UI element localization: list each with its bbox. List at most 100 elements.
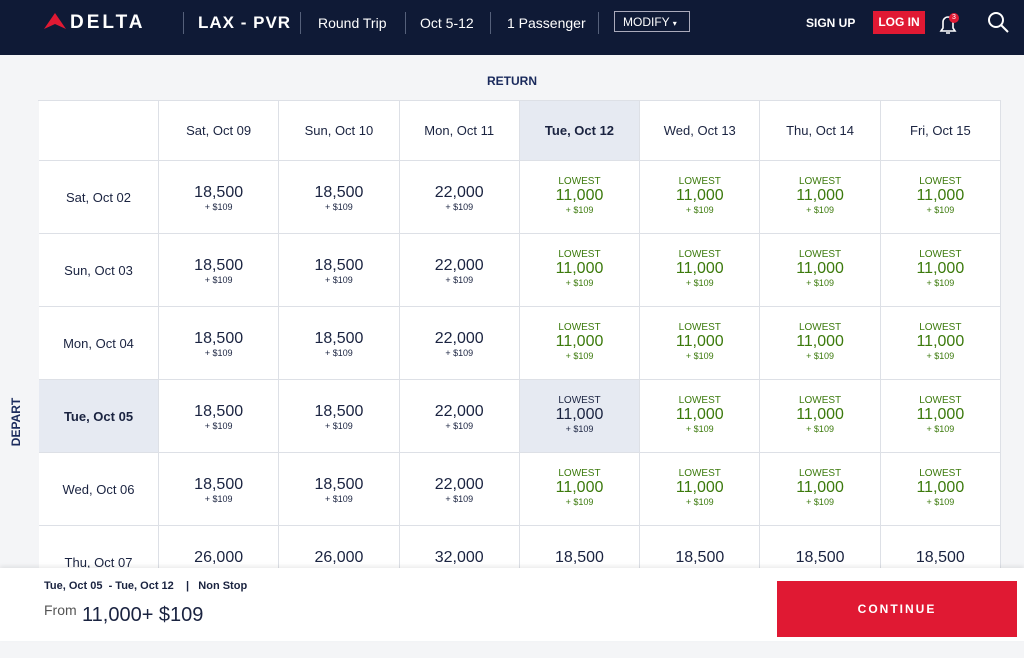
fare-cell[interactable]: LOWEST 11,000 + $109 [880, 161, 1001, 234]
lowest-tag: LOWEST [798, 322, 842, 333]
footer: Tue, Oct 05 - Tue, Oct 12 | Non Stop Fro… [0, 568, 1024, 641]
fare-cell[interactable]: 22,000 + $109 [399, 234, 520, 307]
fare-cell[interactable]: 22,000 + $109 [399, 453, 520, 526]
column-header[interactable]: Mon, Oct 11 [399, 101, 520, 161]
miles: 11,000 [675, 406, 724, 423]
fare-cell[interactable]: 18,500 + $109 [279, 453, 400, 526]
fare-cell[interactable]: LOWEST 11,000 + $109 [519, 453, 641, 526]
fare-cell[interactable]: LOWEST 11,000 + $109 [519, 307, 641, 380]
fee: + $109 [325, 421, 353, 431]
bell-icon[interactable] [937, 12, 961, 36]
lowest-tag: LOWEST [798, 176, 842, 187]
fare-cell[interactable]: LOWEST 11,000 + $109 [880, 453, 1001, 526]
miles: 22,000 [434, 476, 484, 493]
search-icon[interactable] [986, 10, 1010, 34]
fee: + $109 [806, 205, 834, 215]
fare-table: Sat, Oct 09 Sun, Oct 10 Mon, Oct 11 Tue, Oc… [38, 100, 1001, 568]
fare-cell[interactable]: 18,500 + $109 [159, 307, 280, 380]
row-header[interactable]: Wed, Oct 06 [39, 453, 159, 526]
modify-button[interactable]: MODIFY ▾ [614, 11, 690, 32]
fare-cell[interactable]: 18,500 + $109 [159, 161, 280, 234]
fare-cell[interactable]: LOWEST 11,000 + $109 [760, 234, 881, 307]
column-header[interactable]: Sat, Oct 09 [159, 101, 280, 161]
logo[interactable]: DELTA [70, 12, 146, 33]
row-header[interactable]: Tue, Oct 05 [39, 380, 159, 453]
fee: + $109 [685, 278, 714, 288]
fare-cell[interactable]: 18,500 + $109 [279, 161, 400, 234]
fee: + $109 [325, 275, 353, 285]
lowest-tag: LOWEST [558, 249, 601, 260]
miles: 18,500 [194, 184, 244, 201]
fare-cell[interactable]: LOWEST 11,000 + $109 [640, 234, 761, 307]
fare-cell[interactable]: LOWEST 11,000 + $109 [640, 307, 761, 380]
fare-cell[interactable]: LOWEST 11,000 + $109 [640, 453, 761, 526]
miles: 11,000 [555, 187, 604, 204]
fare-cell[interactable]: LOWEST 11,000 + $109 [760, 380, 881, 453]
fee: + $109 [325, 494, 353, 504]
fare-cell[interactable]: 18,500 [640, 526, 761, 568]
miles: 26,000 [314, 549, 364, 566]
fee: + $109 [926, 205, 955, 215]
row-header[interactable]: Mon, Oct 04 [39, 307, 159, 380]
fare-cell[interactable]: LOWEST 11,000 + $109 [760, 161, 881, 234]
fee: + $109 [806, 424, 834, 434]
fee: + $109 [445, 494, 474, 504]
fare-cell[interactable]: LOWEST 11,000 + $109 [519, 234, 641, 307]
miles: 11,000 [796, 260, 844, 277]
fare-cell[interactable]: 18,500 + $109 [279, 380, 400, 453]
fare-cell[interactable]: LOWEST 11,000 + $109 [880, 307, 1001, 380]
miles: 22,000 [434, 184, 484, 201]
fee: + $109 [806, 351, 834, 361]
column-header[interactable]: Fri, Oct 15 [880, 101, 1001, 161]
fare-cell[interactable]: LOWEST 11,000 + $109 [640, 161, 761, 234]
fare-cell[interactable]: 32,000 [399, 526, 520, 568]
fare-cell[interactable]: 18,500 [760, 526, 881, 568]
lowest-tag: LOWEST [919, 468, 962, 479]
miles: 22,000 [434, 330, 484, 347]
fare-cell[interactable]: 18,500 [880, 526, 1001, 568]
fee: + $109 [685, 351, 714, 361]
miles: 18,500 [555, 549, 604, 566]
miles: 18,500 [314, 184, 364, 201]
fare-cell[interactable]: 18,500 + $109 [159, 380, 280, 453]
column-header[interactable]: Sun, Oct 10 [279, 101, 400, 161]
price: 11,000+ $109 [82, 604, 204, 626]
fare-cell[interactable]: 18,500 [519, 526, 641, 568]
miles: 11,000 [916, 406, 965, 423]
fare-cell[interactable]: 26,000 [279, 526, 400, 568]
fare-cell[interactable]: LOWEST 11,000 + $109 [760, 453, 881, 526]
lowest-tag: LOWEST [558, 322, 601, 333]
fare-cell[interactable]: 22,000 + $109 [399, 161, 520, 234]
continue-button[interactable]: CONTINUE [777, 581, 1017, 637]
lowest-tag: LOWEST [798, 249, 842, 260]
fare-cell[interactable]: LOWEST 11,000 + $109 [519, 161, 641, 234]
fare-cell[interactable]: 18,500 + $109 [279, 307, 400, 380]
column-header[interactable]: Thu, Oct 14 [760, 101, 881, 161]
fare-cell[interactable]: 18,500 + $109 [159, 453, 280, 526]
fare-cell[interactable]: LOWEST 11,000 + $109 [880, 234, 1001, 307]
row-header[interactable]: Sat, Oct 02 [39, 161, 159, 234]
fare-cell[interactable]: 22,000 + $109 [399, 380, 520, 453]
separator [405, 12, 406, 34]
miles: 11,000 [555, 260, 604, 277]
trip-dates: Tue, Oct 05 - Tue, Oct 12 [44, 580, 174, 592]
sign-up[interactable]: SIGN UP [806, 16, 856, 30]
fare-cell[interactable]: LOWEST 11,000 + $109 [640, 380, 761, 453]
fare-cell[interactable]: LOWEST 11,000 + $109 [880, 380, 1001, 453]
miles: 11,000 [675, 260, 724, 277]
fare-cell[interactable]: 18,500 + $109 [159, 234, 280, 307]
column-header[interactable]: Tue, Oct 12 [519, 101, 641, 161]
miles: 18,500 [795, 549, 845, 566]
corner-cell [39, 101, 159, 161]
fee: + $109 [325, 348, 353, 358]
fare-cell[interactable]: 22,000 + $109 [399, 307, 520, 380]
fare-cell[interactable]: 18,500 + $109 [279, 234, 400, 307]
column-header[interactable]: Wed, Oct 13 [640, 101, 761, 161]
fare-cell[interactable]: 26,000 [159, 526, 280, 568]
row-header[interactable]: Thu, Oct 07 [39, 526, 159, 568]
miles: 18,500 [194, 257, 244, 274]
row-header[interactable]: Sun, Oct 03 [39, 234, 159, 307]
fare-cell[interactable]: LOWEST 11,000 + $109 [760, 307, 881, 380]
log-in[interactable]: LOG IN [873, 11, 925, 34]
fare-cell[interactable]: LOWEST 11,000 + $109 [519, 380, 641, 453]
